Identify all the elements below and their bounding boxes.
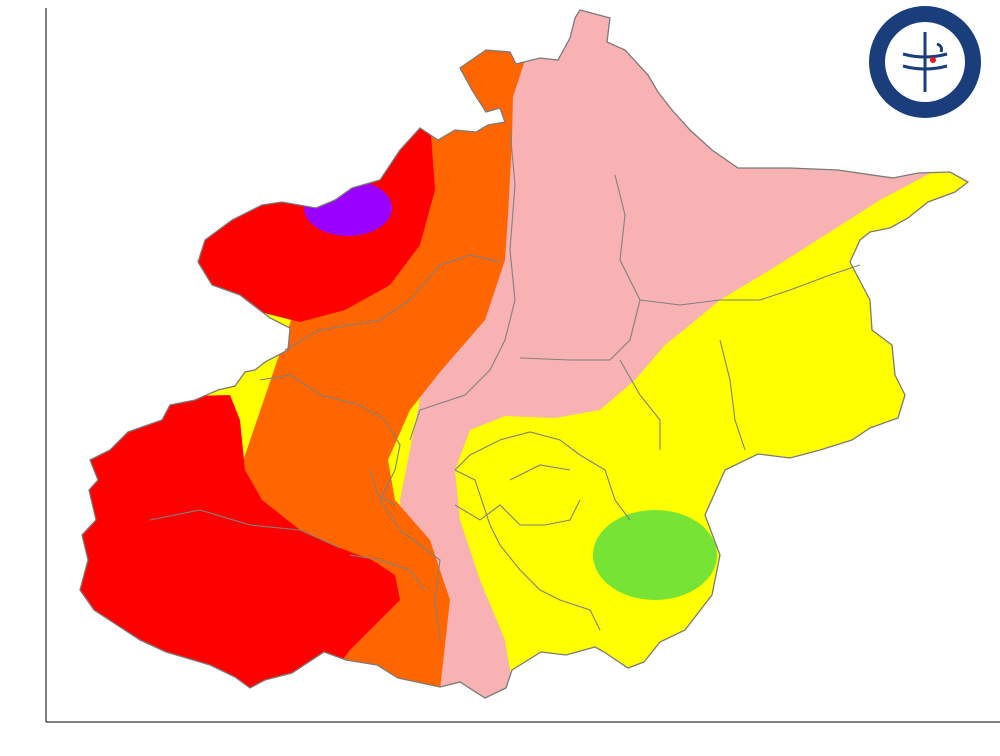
- axis-frame: [45, 8, 1000, 723]
- bms-logo: [869, 6, 981, 118]
- zone-pink: [400, 10, 968, 698]
- logo-emblem-icon: [902, 32, 948, 92]
- zone-green: [593, 510, 717, 600]
- zone-orange-north: [455, 45, 525, 118]
- zone-red-southwest: [80, 395, 400, 698]
- district-boundaries: [149, 129, 861, 641]
